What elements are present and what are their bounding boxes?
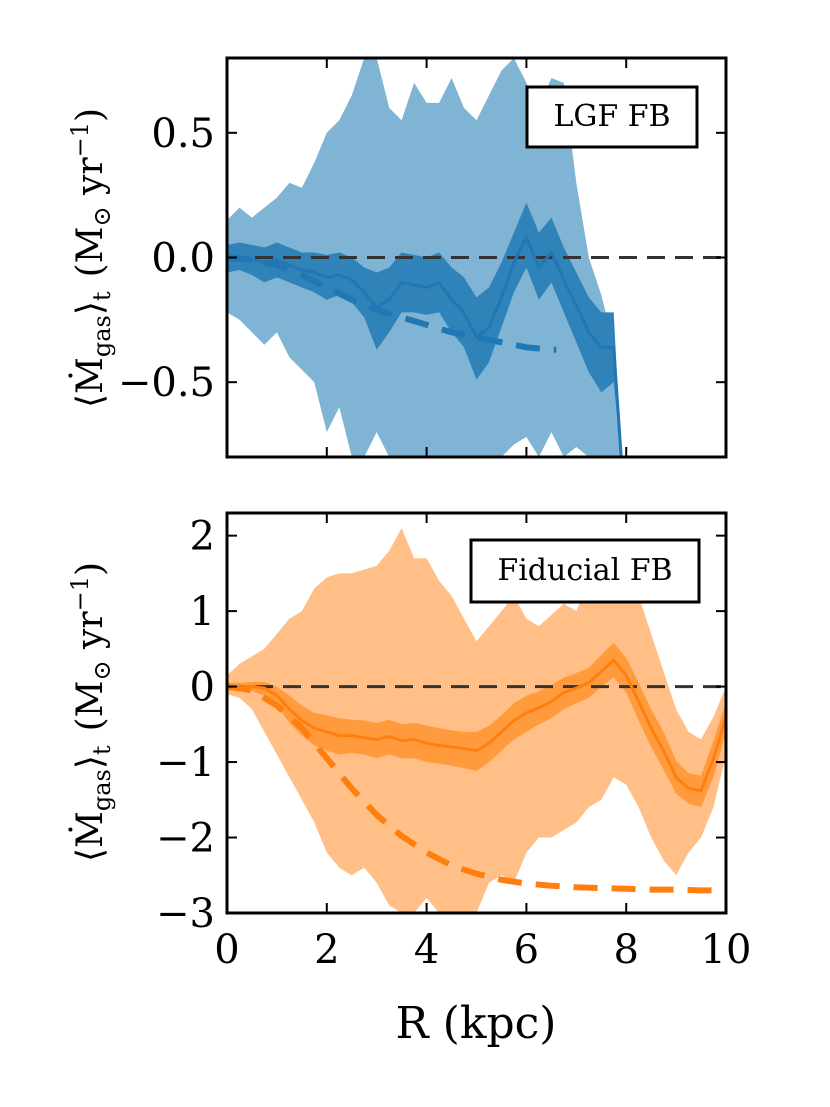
outer-scatter-band bbox=[227, 528, 726, 913]
ylabel-main: ⟨Ṁ bbox=[69, 357, 111, 408]
svg-text:⟨Ṁgas⟩t(M⊙ yr−1): ⟨Ṁgas⟩t (M⊙ yr−1) bbox=[66, 108, 116, 408]
mean-line bbox=[227, 234, 623, 457]
ylabel-units: (M bbox=[70, 227, 111, 278]
ylabel-sun: ⊙ bbox=[88, 206, 116, 226]
y-axis-label: ⟨Ṁgas⟩t (M⊙ yr−1) bbox=[66, 108, 116, 408]
x-tick-label: 4 bbox=[414, 927, 439, 973]
ylabel-sub-gas: gas bbox=[88, 315, 116, 357]
ylabel-close: ) bbox=[70, 108, 111, 122]
y-tick-label: −2 bbox=[156, 816, 215, 862]
x-tick-label: 6 bbox=[514, 927, 539, 973]
x-tick-label: 2 bbox=[314, 927, 339, 973]
ylabel-exp: −1 bbox=[66, 122, 94, 157]
ylabel-yr: yr bbox=[70, 611, 111, 661]
y-tick-label: 2 bbox=[190, 514, 215, 560]
y-tick-label: −3 bbox=[156, 891, 215, 937]
bottom-panel: 0 2 4 6 8 10 −3 −2 −1 0 1 2 Fiducial FB ⟨Ṁgas⟩t (M⊙ … bbox=[66, 511, 752, 1049]
ylabel-yr: yr bbox=[70, 157, 111, 207]
model-dashed-line bbox=[227, 683, 726, 894]
ylabel-sun: ⊙ bbox=[88, 660, 116, 680]
x-tick-label: 10 bbox=[701, 927, 752, 973]
axes-frame bbox=[225, 511, 728, 915]
legend-box: Fiducial FB bbox=[469, 538, 701, 604]
ylabel-units: (M bbox=[70, 681, 111, 732]
x-tick-label: 0 bbox=[214, 927, 239, 973]
ylabel-bracket: ⟩ bbox=[70, 301, 111, 315]
ylabel-bracket: ⟩ bbox=[70, 755, 111, 769]
ylabel-sub-t: t bbox=[88, 291, 116, 301]
y-axis-label: ⟨Ṁgas⟩t (M⊙ yr−1) bbox=[66, 562, 116, 862]
ylabel-sub-t: t bbox=[88, 745, 116, 755]
y-tick-label: 0.5 bbox=[151, 111, 215, 157]
inner-error-band bbox=[227, 202, 622, 457]
y-tick-label: −1 bbox=[156, 740, 215, 786]
y-tick-label: 0.0 bbox=[151, 236, 215, 282]
ylabel-sub-gas: gas bbox=[88, 769, 116, 811]
svg-text:⟨Ṁgas⟩t(M⊙ yr−1): ⟨Ṁgas⟩t (M⊙ yr−1) bbox=[66, 562, 116, 862]
legend-box: LGF FB bbox=[525, 85, 699, 149]
mean-line bbox=[227, 658, 726, 793]
legend-label: LGF FB bbox=[553, 99, 670, 134]
y-tick-label: 1 bbox=[190, 589, 215, 635]
ylabel-exp: −1 bbox=[66, 576, 94, 611]
inner-error-band bbox=[227, 642, 726, 808]
y-tick-label: 0 bbox=[190, 665, 215, 711]
ylabel-main: ⟨Ṁ bbox=[69, 811, 111, 862]
x-axis-label: R (kpc) bbox=[396, 998, 557, 1049]
legend-label: Fiducial FB bbox=[497, 553, 672, 588]
top-panel: −0.5 0.0 0.5 LGF FB ⟨Ṁgas⟩t (M⊙ yr−1) bbox=[66, 56, 728, 459]
x-tick-label: 8 bbox=[613, 927, 638, 973]
ylabel-close: ) bbox=[70, 562, 111, 576]
model-dashed-line bbox=[227, 254, 557, 353]
y-tick-label: −0.5 bbox=[118, 360, 215, 406]
